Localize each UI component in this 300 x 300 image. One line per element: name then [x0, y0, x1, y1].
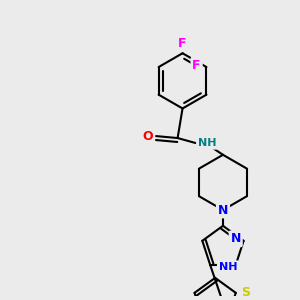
- Text: N: N: [230, 232, 241, 245]
- Text: O: O: [143, 130, 153, 142]
- Text: F: F: [192, 58, 201, 72]
- Text: F: F: [178, 37, 187, 50]
- Text: NH: NH: [219, 262, 237, 272]
- Text: S: S: [241, 286, 250, 299]
- Text: N: N: [218, 203, 228, 217]
- Text: NH: NH: [198, 138, 216, 148]
